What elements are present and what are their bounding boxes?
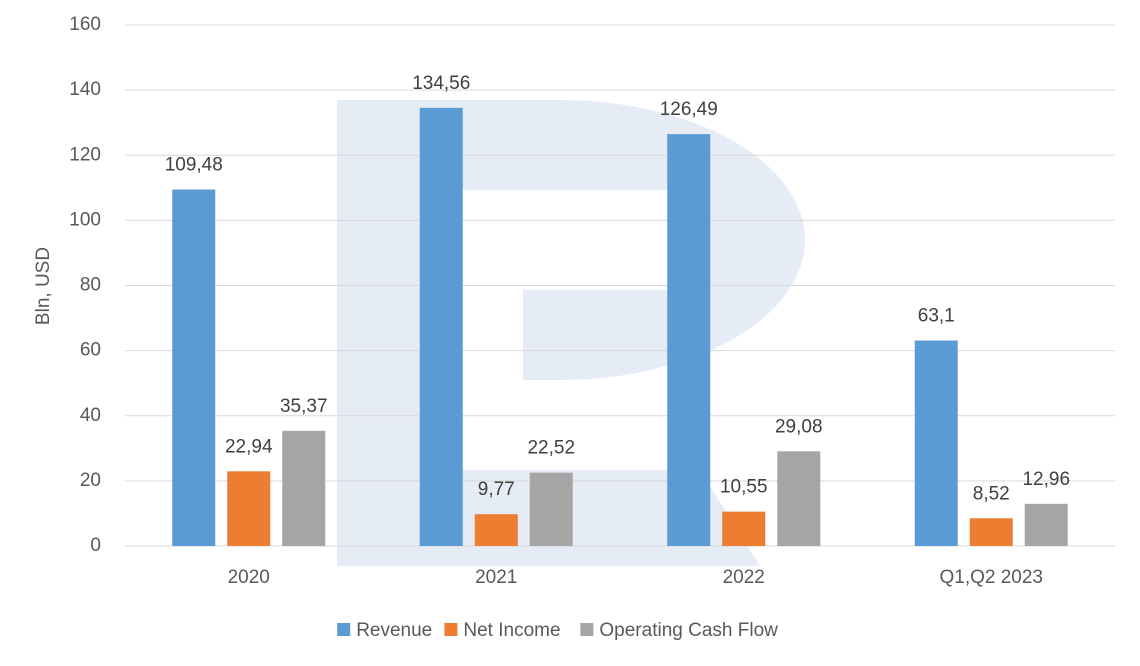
y-tick-label: 60	[80, 340, 101, 361]
bar	[282, 430, 326, 546]
y-axis-label: Bln, USD	[33, 247, 54, 325]
value-label: 22,52	[527, 438, 575, 459]
legend-label: Operating Cash Flow	[599, 620, 778, 641]
bar	[969, 518, 1013, 546]
y-tick-label: 100	[69, 209, 101, 230]
value-label: 9,77	[478, 479, 515, 500]
value-label: 8,52	[973, 483, 1010, 504]
bar	[722, 511, 766, 546]
value-label: 134,56	[412, 73, 470, 94]
bar	[419, 107, 463, 547]
legend-label: Revenue	[356, 620, 432, 641]
bar	[172, 189, 216, 547]
bar	[914, 340, 958, 546]
legend-label: Net Income	[463, 620, 560, 641]
y-tick-label: 140	[69, 79, 101, 100]
bar	[667, 134, 711, 546]
plot-area	[125, 24, 1115, 547]
value-label: 109,48	[165, 155, 223, 176]
legend-swatch	[444, 623, 458, 636]
bar	[1024, 503, 1068, 546]
y-tick-label: 80	[80, 275, 101, 296]
legend-swatch	[580, 623, 594, 636]
x-tick-label: 2020	[228, 567, 270, 588]
legend-swatch	[337, 623, 351, 636]
bar	[777, 451, 821, 546]
value-label: 35,37	[280, 396, 328, 417]
value-label: 10,55	[720, 477, 768, 498]
value-label: 12,96	[1022, 469, 1070, 490]
bar	[529, 472, 573, 546]
value-label: 63,1	[918, 306, 955, 327]
y-tick-label: 120	[69, 144, 101, 165]
value-label: 29,08	[775, 416, 823, 437]
x-tick-label: Q1,Q2 2023	[939, 567, 1043, 588]
y-tick-label: 160	[69, 14, 101, 35]
value-label: 126,49	[660, 99, 718, 120]
y-tick-label: 40	[80, 405, 101, 426]
value-label: 22,94	[225, 436, 273, 457]
bar	[227, 471, 271, 546]
x-tick-label: 2021	[475, 567, 517, 588]
x-tick-label: 2022	[723, 567, 765, 588]
y-tick-label: 0	[90, 535, 101, 556]
y-tick-label: 20	[80, 470, 101, 491]
bar	[474, 514, 518, 546]
